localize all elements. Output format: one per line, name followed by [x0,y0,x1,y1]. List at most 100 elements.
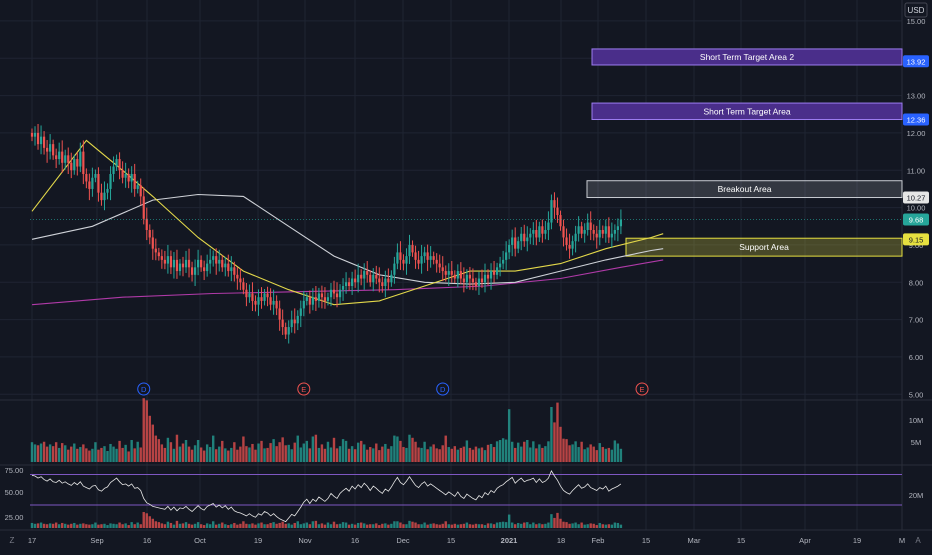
volume-bar[interactable] [187,446,191,462]
volume-bar[interactable] [64,445,67,462]
candle-body[interactable] [200,259,203,268]
candle-body[interactable] [586,222,589,230]
candle-body[interactable] [559,215,562,227]
volume-bar[interactable] [248,447,251,462]
volume-bar[interactable] [529,447,532,462]
candle-body[interactable] [499,263,502,268]
volume-bar-lower[interactable] [254,524,257,528]
dividend-marker-label[interactable]: D [141,385,147,394]
volume-bar-lower[interactable] [218,523,221,528]
volume-bar-lower[interactable] [57,524,61,528]
volume-bar[interactable] [350,446,354,462]
volume-bar[interactable] [420,447,423,462]
volume-bar-lower[interactable] [532,522,535,528]
volume-bar-lower[interactable] [610,524,614,528]
volume-bar[interactable] [272,439,275,462]
volume-bar[interactable] [278,442,281,462]
volume-bar-lower[interactable] [420,524,423,528]
volume-bar-lower[interactable] [393,521,396,528]
volume-bar[interactable] [595,450,598,462]
volume-bar[interactable] [399,440,402,462]
volume-bar[interactable] [39,443,43,462]
candle-body[interactable] [127,174,130,182]
volume-bar-lower[interactable] [483,525,487,528]
candle-body[interactable] [187,259,191,268]
volume-bar-lower[interactable] [474,523,478,528]
volume-bar-lower[interactable] [598,522,601,528]
volume-bar[interactable] [393,435,396,462]
volume-bar[interactable] [233,442,236,462]
volume-bar[interactable] [205,444,209,462]
volume-bar-lower[interactable] [148,516,151,528]
volume-bar-lower[interactable] [33,523,37,528]
candle-body[interactable] [148,230,151,238]
candle-body[interactable] [287,327,290,335]
candle-body[interactable] [227,263,230,272]
candle-body[interactable] [46,147,49,152]
candle-body[interactable] [121,170,124,178]
volume-bar[interactable] [610,449,614,462]
volume-bar-lower[interactable] [369,524,372,528]
candle-body[interactable] [115,159,118,167]
candle-body[interactable] [58,151,61,160]
candle-body[interactable] [568,244,571,249]
candle-body[interactable] [284,327,287,335]
candle-body[interactable] [82,151,85,174]
candle-body[interactable] [335,293,339,298]
candle-body[interactable] [517,241,520,249]
candle-body[interactable] [190,267,194,275]
volume-bar-lower[interactable] [465,522,469,528]
candle-body[interactable] [97,174,100,193]
volume-bar-lower[interactable] [166,521,170,528]
volume-bar-lower[interactable] [215,524,218,528]
volume-bar[interactable] [106,451,109,462]
volume-bar[interactable] [169,442,173,462]
volume-bar-lower[interactable] [48,523,52,528]
volume-bar[interactable] [601,447,604,462]
volume-bar[interactable] [598,443,601,462]
candle-body[interactable] [514,237,517,249]
volume-bar[interactable] [323,448,327,462]
volume-bar-lower[interactable] [239,523,242,528]
candle-body[interactable] [109,174,112,189]
price-label-box[interactable] [903,55,929,68]
price-tick-label[interactable]: 13.00 [907,92,926,101]
candle-body[interactable] [323,297,327,301]
candle-body[interactable] [444,271,447,275]
volume-bar[interactable] [402,447,405,462]
volume-bar-lower[interactable] [121,524,124,528]
candle-body[interactable] [230,267,233,272]
candle-body[interactable] [296,315,299,324]
candle-body[interactable] [329,289,333,298]
volume-bar-lower[interactable] [85,524,88,528]
volume-bar[interactable] [284,445,287,462]
volume-bar-lower[interactable] [82,523,85,528]
candle-body[interactable] [610,233,613,238]
candle-body[interactable] [36,132,40,145]
rsi-tick-label[interactable]: 25.00 [5,513,24,522]
volume-bar-lower[interactable] [447,524,450,528]
volume-bar-lower[interactable] [399,522,402,528]
volume-bar[interactable] [372,448,375,462]
volume-bar-lower[interactable] [538,523,541,528]
volume-bar-lower[interactable] [136,522,139,528]
volume-bar-lower[interactable] [477,524,481,528]
volume-bar-lower[interactable] [175,520,179,528]
candle-body[interactable] [459,271,462,279]
volume-bar-lower[interactable] [245,523,248,528]
volume-bar-lower[interactable] [42,523,46,528]
volume-bar[interactable] [538,444,541,462]
volume-bar-lower[interactable] [486,523,490,528]
volume-bar[interactable] [305,440,309,462]
candle-body[interactable] [495,267,499,275]
candle-body[interactable] [166,256,169,264]
volume-bar[interactable] [148,415,151,462]
volume-bar-lower[interactable] [577,524,580,528]
volume-bar[interactable] [269,443,272,462]
price-tick-label[interactable]: 9.00 [909,241,924,250]
volume-bar[interactable] [239,446,242,462]
volume-bar-lower[interactable] [284,523,287,528]
volume-bar-lower[interactable] [523,522,526,528]
candle-body[interactable] [544,230,547,234]
volume-bar-lower[interactable] [507,514,511,528]
